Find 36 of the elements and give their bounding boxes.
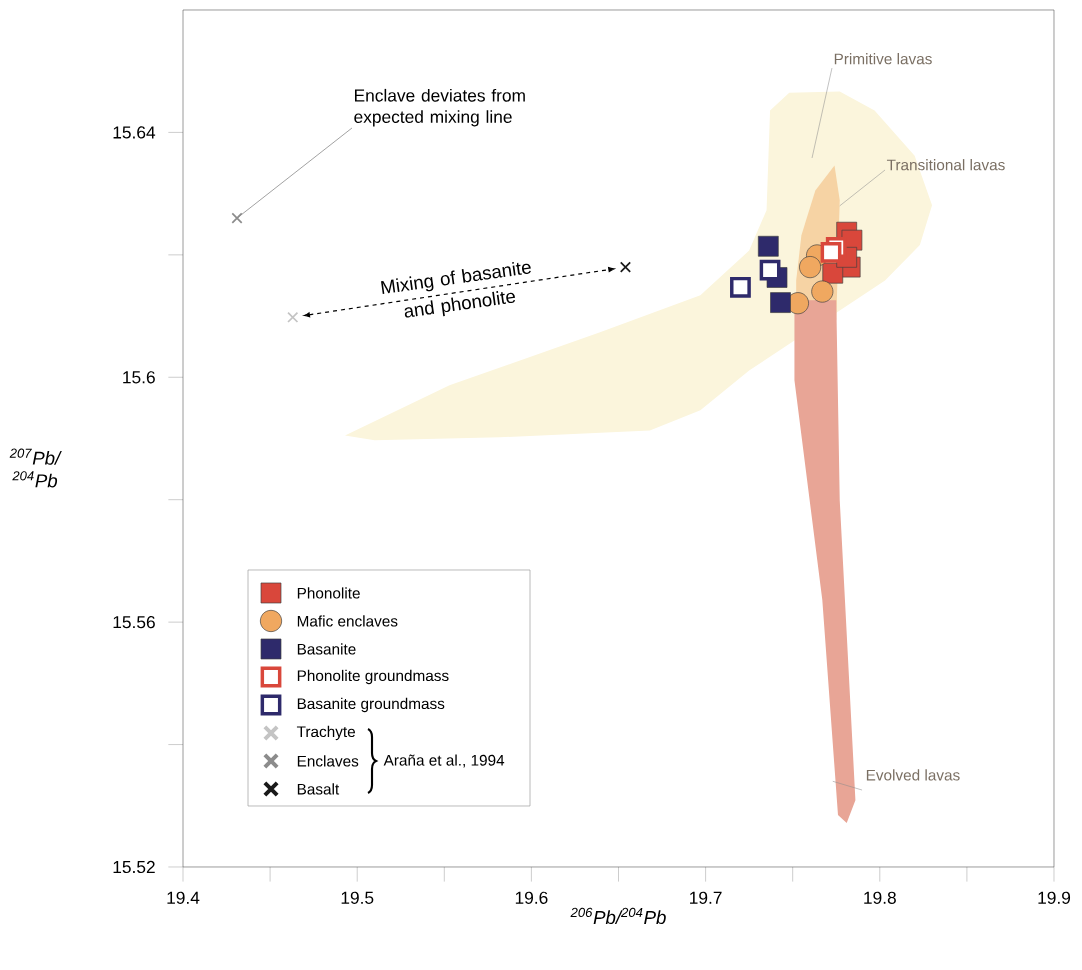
point: [757, 235, 779, 257]
y-axis-title: $^{207}$Pb/ $^{204}$Pb: [9, 448, 62, 488]
x-tick-label: 19.8: [864, 891, 896, 904]
point: [770, 292, 791, 313]
y-tick-label: 15.52: [113, 860, 155, 874]
annotation: Araña et al., 1994: [383, 754, 505, 768]
y-tick-label: 15.56: [113, 615, 155, 629]
legend-label: Basanite: [297, 643, 356, 655]
legend-label: Phonolite groundmass: [297, 669, 449, 685]
x-tick-label: 19.9: [1038, 891, 1071, 904]
point: [759, 259, 781, 281]
point: [811, 280, 834, 303]
annotation: Primitive lavas: [834, 53, 932, 65]
point: [799, 256, 822, 279]
legend-label: Basalt: [297, 783, 340, 795]
annotation: Evolved lavas: [866, 769, 960, 781]
x-axis-title: $^{206}$Pb/$^{204}$Pb: [570, 907, 666, 925]
x-tick-label: 19.7: [690, 891, 722, 904]
point: [619, 261, 632, 273]
x-tick-label: 19.5: [341, 891, 374, 904]
y-tick-label: 15.64: [113, 126, 156, 139]
point: [820, 241, 842, 263]
annotation: Transitional lavas: [886, 159, 1005, 171]
annotation: Mixing of basanite and phonolite: [381, 261, 531, 318]
x-tick-label: 19.4: [167, 891, 200, 904]
point: [287, 311, 299, 323]
y-tick-label: 15.6: [123, 371, 155, 384]
legend-label: Trachyte: [296, 725, 355, 741]
annotation: Enclave deviates from expected mixing line: [354, 88, 525, 127]
point: [231, 212, 243, 224]
legend-label: Enclaves: [297, 755, 359, 767]
legend-label: Phonolite: [297, 587, 360, 599]
x-tick-label: 19.6: [515, 891, 548, 904]
legend-label: Mafic enclaves: [297, 615, 398, 627]
legend-label: Basanite groundmass: [297, 697, 445, 713]
point: [730, 276, 751, 298]
